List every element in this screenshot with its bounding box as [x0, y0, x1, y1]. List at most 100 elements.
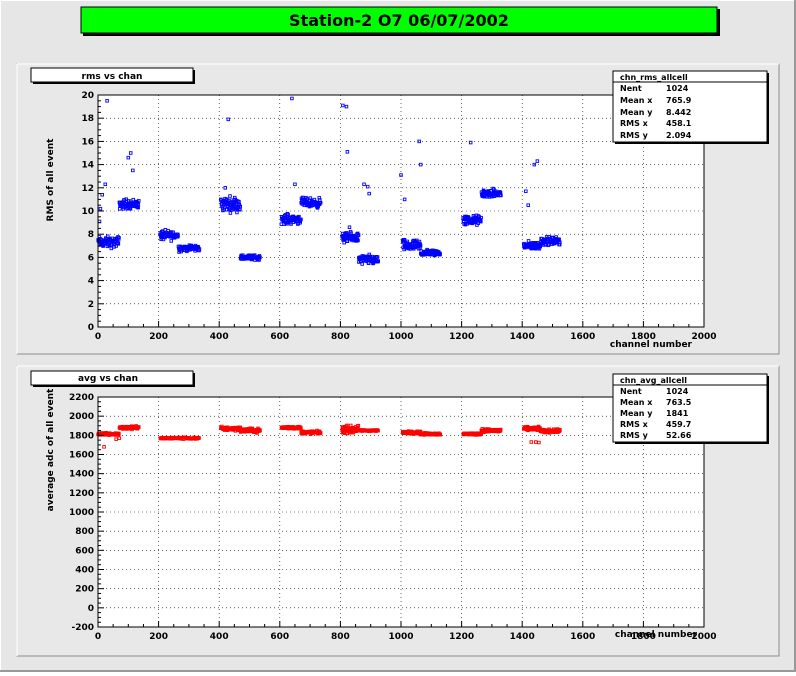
stats-row-value: 459.7 [666, 420, 691, 429]
panel-label-box-bottom [30, 370, 194, 386]
y-tick-label: 2 [88, 300, 94, 310]
y-axis-label-bottom: average adc of all event [46, 388, 56, 511]
stats-row-label: RMS x [620, 119, 649, 128]
x-tick-label: 800 [331, 332, 350, 342]
y-tick-label: 400 [75, 566, 94, 576]
data-point [356, 423, 361, 428]
outlier-point [226, 117, 231, 122]
stats-row-value: 1024 [666, 387, 689, 396]
data-point [356, 238, 360, 243]
y-tick-label: -200 [71, 623, 94, 633]
x-tick-label: 200 [149, 632, 168, 642]
stats-row-value: 765.9 [666, 96, 692, 105]
x-axis-label-top: channel number [610, 340, 693, 350]
data-point [116, 242, 121, 246]
x-tick-label: 2000 [691, 632, 716, 642]
y-tick-label: 2200 [69, 393, 94, 403]
outlier-point [362, 182, 366, 187]
stats-row-label: Mean x [620, 96, 653, 105]
avg-vs-chan-panel: 0 200 400 600 800 1000 1200 1400 1600 1800 2000-20… [16, 365, 780, 657]
data-point [131, 197, 136, 202]
data-point [238, 207, 242, 212]
data-point [136, 202, 141, 207]
outlier-point [418, 162, 423, 167]
data-point [376, 428, 380, 433]
data-point [117, 432, 121, 436]
x-tick-label: 400 [210, 332, 229, 342]
page-title: Station-2 O7 06/07/2002 [289, 11, 509, 30]
y-tick-label: 10 [81, 207, 94, 217]
y-tick-label: 12 [81, 184, 94, 194]
stats-row-value: 1841 [666, 409, 689, 418]
stats-row-value: 8.442 [666, 108, 691, 117]
stats-row-value: 1024 [666, 84, 689, 93]
data-point [197, 436, 201, 440]
outlier-point [537, 440, 541, 445]
outlier-point [103, 182, 108, 187]
x-tick-label: 200 [149, 332, 168, 342]
y-tick-label: 0 [88, 604, 94, 614]
data-point [317, 196, 322, 200]
data-point [491, 186, 495, 191]
outlier-point [529, 440, 534, 444]
x-tick-label: 600 [270, 632, 289, 642]
x-tick-label: 1400 [510, 332, 535, 342]
data-point [238, 204, 242, 209]
outlier-point [532, 162, 537, 167]
x-tick-label: 1600 [570, 632, 595, 642]
y-tick-label: 4 [88, 277, 94, 287]
x-tick-label: 1600 [570, 332, 595, 342]
data-point [479, 219, 483, 224]
outlier-point [347, 225, 352, 229]
outlier-point [402, 197, 407, 202]
outlier-point [417, 139, 421, 144]
stats-row-label: Nent [620, 387, 642, 396]
stats-row-value: 763.5 [666, 398, 692, 407]
stats-title-top: chn_rms_allcell [620, 73, 688, 82]
outlier-point [526, 203, 531, 207]
stats-row-label: RMS y [620, 431, 649, 440]
y-tick-label: 14 [81, 161, 94, 171]
x-tick-label: 1000 [388, 332, 413, 342]
points-bottom [96, 423, 562, 449]
panel-label-top: rms vs chan [82, 72, 143, 82]
data-point [498, 427, 503, 432]
data-point [137, 199, 141, 203]
panel-label-bottom: avg vs chan [78, 374, 138, 384]
data-point [169, 239, 174, 243]
data-point [116, 237, 121, 242]
x-tick-label: 400 [210, 632, 229, 642]
stats-row-label: Mean x [620, 398, 653, 407]
ticks-top: 0 200 400 600 800 1000 1200 1400 1600 1800 2000 0 2 4… [81, 91, 716, 342]
y-tick-label: 20 [81, 91, 94, 101]
stats-title-bottom: chn_avg_allcell [620, 376, 687, 385]
data-point [299, 217, 303, 222]
y-tick-label: 2000 [69, 412, 94, 422]
stats-row-label: Mean y [620, 108, 653, 117]
stats-row-value: 458.1 [666, 119, 692, 128]
data-point [558, 428, 562, 432]
x-tick-label: 600 [270, 332, 289, 342]
outlier-point [131, 168, 135, 173]
y-tick-label: 16 [81, 137, 94, 147]
data-point [289, 222, 293, 226]
outlier-point [535, 159, 540, 163]
y-tick-label: 1200 [69, 489, 94, 499]
grid-bottom [98, 397, 704, 627]
y-tick-label: 1800 [69, 431, 94, 441]
x-tick-label: 1000 [388, 632, 413, 642]
data-point [405, 239, 410, 244]
stats-row-value: 2.094 [666, 131, 692, 140]
stats-row-label: Mean y [620, 409, 653, 418]
panel-label-box-top [30, 67, 194, 83]
y-tick-label: 18 [81, 114, 94, 124]
data-point [197, 247, 202, 251]
outlier-point [100, 193, 104, 197]
stats-box-top [612, 70, 768, 143]
data-point [376, 259, 380, 263]
data-point [418, 245, 422, 250]
y-tick-label: 0 [88, 323, 94, 333]
outlier-point [468, 140, 473, 145]
